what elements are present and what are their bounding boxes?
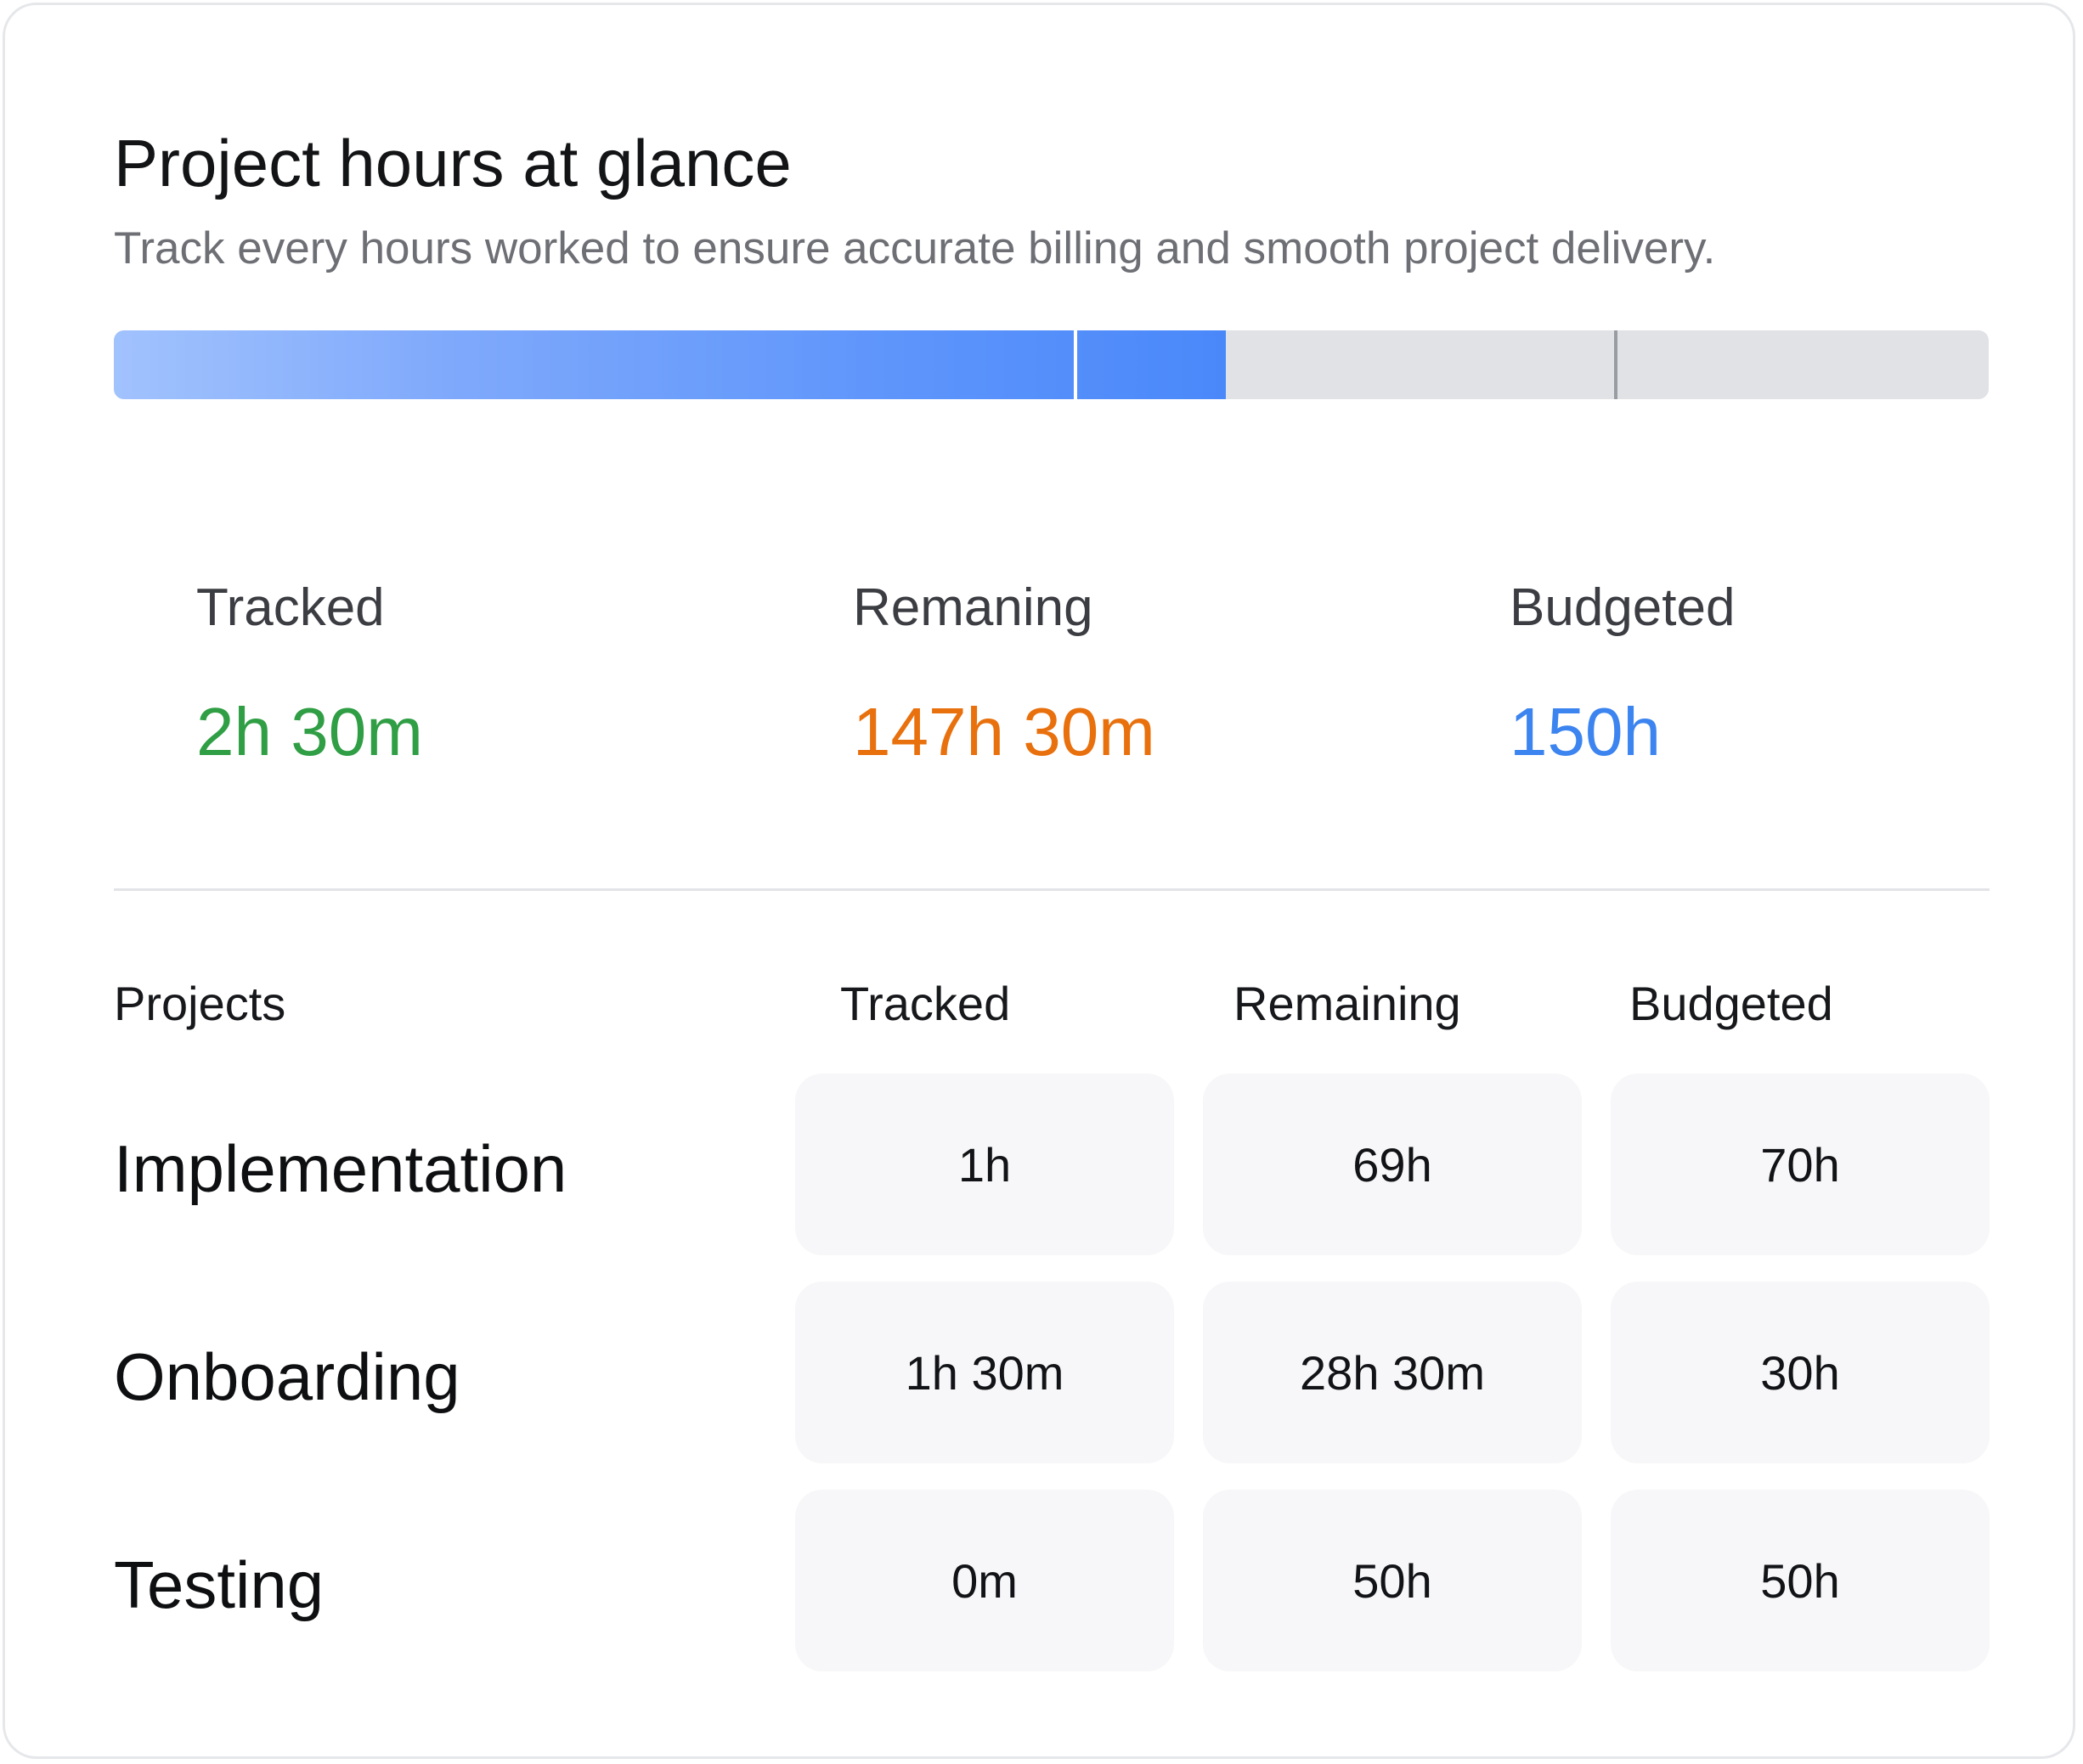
project-name-onboarding: Onboarding <box>114 1339 460 1414</box>
cell-onboarding-budgeted: 30h <box>1611 1282 1990 1463</box>
stat-tracked-value: 2h 30m <box>196 694 423 769</box>
cell-onboarding-remaining: 28h 30m <box>1203 1282 1582 1463</box>
progress-segment-separator <box>1074 330 1077 399</box>
stat-remaining-value: 147h 30m <box>853 694 1155 769</box>
stat-tracked: Tracked 2h 30m <box>196 576 423 773</box>
cell-testing-budgeted: 50h <box>1611 1490 1990 1671</box>
progress-fill-tracked <box>114 330 1226 399</box>
card-title: Project hours at glance <box>114 126 792 200</box>
section-divider <box>114 888 1990 891</box>
stat-tracked-label: Tracked <box>196 578 385 637</box>
project-hours-card: Project hours at glance Track every hour… <box>3 3 2075 1759</box>
cell-onboarding-tracked: 1h 30m <box>795 1282 1174 1463</box>
stat-budgeted: Budgeted 150h <box>1510 576 1735 773</box>
card-subtitle: Track every hours worked to ensure accur… <box>114 223 1716 273</box>
column-header-budgeted: Budgeted <box>1629 977 1833 1030</box>
project-name-implementation: Implementation <box>114 1131 567 1206</box>
cell-testing-tracked: 0m <box>795 1490 1174 1671</box>
stat-budgeted-value: 150h <box>1510 694 1661 769</box>
progress-budget-marker <box>1614 330 1617 399</box>
cell-implementation-tracked: 1h <box>795 1074 1174 1255</box>
cell-implementation-remaining: 69h <box>1203 1074 1582 1255</box>
cell-testing-remaining: 50h <box>1203 1490 1582 1671</box>
project-name-testing: Testing <box>114 1547 325 1622</box>
stat-remaining-label: Remaning <box>853 578 1093 637</box>
stat-remaining: Remaning 147h 30m <box>853 576 1155 773</box>
column-header-tracked: Tracked <box>840 977 1011 1030</box>
column-header-projects: Projects <box>114 977 286 1030</box>
hours-progress-bar <box>114 330 1989 399</box>
column-header-remaining: Remaining <box>1233 977 1461 1030</box>
cell-implementation-budgeted: 70h <box>1611 1074 1990 1255</box>
stat-budgeted-label: Budgeted <box>1510 578 1736 637</box>
